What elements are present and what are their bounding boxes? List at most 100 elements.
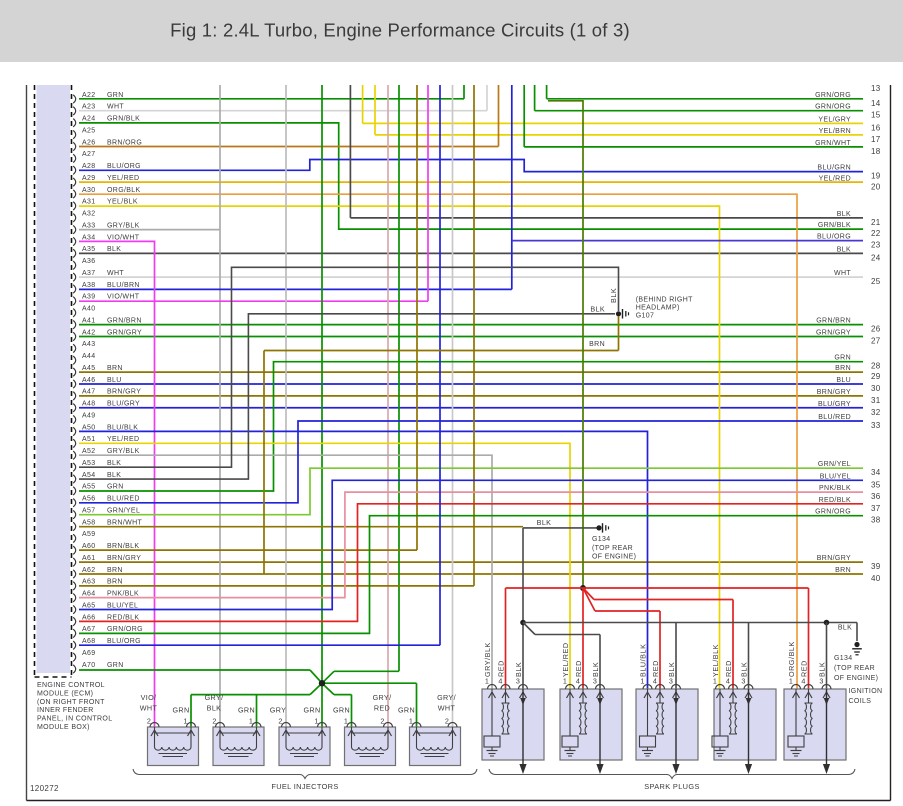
- svg-text:BRN/GRY: BRN/GRY: [107, 389, 141, 396]
- svg-text:32: 32: [871, 408, 881, 417]
- svg-text:HEADLAMP): HEADLAMP): [636, 305, 680, 312]
- svg-text:26: 26: [871, 325, 881, 334]
- svg-text:A48: A48: [82, 401, 96, 408]
- svg-text:BLK: BLK: [207, 704, 222, 713]
- svg-text:YEL/RED: YEL/RED: [107, 436, 139, 443]
- svg-text:21: 21: [871, 218, 881, 227]
- svg-text:YEL/BRN: YEL/BRN: [819, 128, 851, 135]
- svg-text:GRY/: GRY/: [437, 693, 456, 702]
- svg-text:GRN/BLK: GRN/BLK: [818, 222, 851, 229]
- svg-text:(TOP REAR: (TOP REAR: [592, 545, 633, 552]
- svg-text:GRN/ORG: GRN/ORG: [815, 104, 851, 111]
- svg-text:28: 28: [871, 362, 881, 371]
- svg-text:BLU/RED: BLU/RED: [107, 496, 140, 503]
- svg-text:33: 33: [871, 421, 881, 430]
- svg-text:A47: A47: [82, 389, 96, 396]
- svg-text:SPARK PLUGS: SPARK PLUGS: [644, 782, 699, 791]
- svg-text:4: 4: [653, 677, 657, 686]
- svg-text:GRN: GRN: [333, 706, 350, 715]
- svg-text:BLU/ORG: BLU/ORG: [107, 638, 141, 645]
- svg-text:GRN: GRN: [107, 662, 124, 669]
- svg-text:GRN: GRN: [107, 484, 124, 491]
- svg-text:BLU/YEL: BLU/YEL: [107, 602, 138, 609]
- svg-text:BLK: BLK: [107, 472, 121, 479]
- svg-text:WHT: WHT: [107, 270, 124, 277]
- svg-text:A26: A26: [82, 139, 96, 146]
- svg-text:VIO/: VIO/: [141, 693, 157, 702]
- svg-text:IGNITION: IGNITION: [849, 688, 883, 695]
- svg-text:GRN/YEL: GRN/YEL: [107, 507, 140, 514]
- svg-text:18: 18: [871, 147, 881, 156]
- svg-text:2: 2: [445, 717, 449, 726]
- svg-text:A46: A46: [82, 377, 96, 384]
- svg-text:A40: A40: [82, 306, 96, 313]
- svg-text:BRN: BRN: [589, 341, 605, 348]
- svg-text:22: 22: [871, 229, 881, 238]
- svg-text:17: 17: [871, 135, 881, 144]
- svg-text:RED: RED: [651, 660, 660, 677]
- svg-text:3: 3: [593, 677, 597, 686]
- svg-text:A60: A60: [82, 543, 96, 550]
- svg-text:A49: A49: [82, 412, 96, 419]
- svg-text:Fig 1: 2.4L Turbo, Engine Perf: Fig 1: 2.4L Turbo, Engine Performance Ci…: [170, 20, 630, 41]
- svg-text:1: 1: [344, 717, 348, 726]
- svg-text:A35: A35: [82, 246, 96, 253]
- svg-text:GRY: GRY: [270, 706, 287, 715]
- svg-text:GRY/BLK: GRY/BLK: [483, 642, 492, 677]
- svg-text:A50: A50: [82, 424, 96, 431]
- svg-text:BRN/GRY: BRN/GRY: [817, 555, 851, 562]
- svg-text:1: 1: [640, 677, 644, 686]
- svg-text:BRN: BRN: [835, 567, 851, 574]
- svg-text:A23: A23: [82, 104, 96, 111]
- svg-text:1: 1: [249, 717, 253, 726]
- svg-text:GRY/BLK: GRY/BLK: [107, 222, 140, 229]
- svg-text:2: 2: [380, 717, 384, 726]
- svg-text:BLU/ORG: BLU/ORG: [107, 163, 141, 170]
- svg-text:1: 1: [485, 677, 489, 686]
- svg-text:G134: G134: [834, 655, 853, 662]
- svg-text:A28: A28: [82, 163, 96, 170]
- svg-text:A56: A56: [82, 496, 96, 503]
- svg-text:GRN/YEL: GRN/YEL: [818, 461, 851, 468]
- svg-text:GRN: GRN: [303, 706, 320, 715]
- svg-text:GRN/ORG: GRN/ORG: [107, 626, 143, 633]
- svg-text:A42: A42: [82, 329, 96, 336]
- svg-text:GRN: GRN: [107, 92, 124, 99]
- svg-text:WHT: WHT: [107, 104, 124, 111]
- svg-text:COILS: COILS: [849, 698, 872, 705]
- svg-text:BLK: BLK: [591, 662, 600, 677]
- svg-text:PNK/BLK: PNK/BLK: [107, 591, 139, 598]
- svg-text:BLU: BLU: [107, 377, 122, 384]
- svg-text:GRN: GRN: [398, 706, 415, 715]
- svg-text:(TOP REAR: (TOP REAR: [834, 665, 875, 672]
- svg-text:GRN/BLK: GRN/BLK: [107, 116, 140, 123]
- svg-text:3: 3: [741, 677, 745, 686]
- svg-text:A59: A59: [82, 531, 96, 538]
- svg-text:4: 4: [498, 677, 502, 686]
- svg-text:BRN/WHT: BRN/WHT: [107, 519, 142, 526]
- svg-text:GRN/BRN: GRN/BRN: [107, 317, 142, 324]
- svg-text:A62: A62: [82, 567, 96, 574]
- svg-text:YEL/RED: YEL/RED: [561, 642, 570, 677]
- svg-text:ENGINE CONTROL: ENGINE CONTROL: [37, 682, 105, 689]
- svg-text:A36: A36: [82, 258, 96, 265]
- svg-text:BLU/BLK: BLU/BLK: [107, 424, 138, 431]
- svg-text:MODULE BOX): MODULE BOX): [37, 724, 90, 731]
- svg-text:RED: RED: [800, 660, 809, 677]
- svg-text:39: 39: [871, 562, 881, 571]
- svg-text:BLK: BLK: [837, 246, 851, 253]
- svg-text:15: 15: [871, 111, 881, 120]
- svg-text:1: 1: [409, 717, 413, 726]
- svg-text:A68: A68: [82, 638, 96, 645]
- svg-text:BLK: BLK: [107, 246, 121, 253]
- svg-text:GRN: GRN: [172, 706, 189, 715]
- svg-text:3: 3: [516, 677, 520, 686]
- svg-text:1: 1: [563, 677, 567, 686]
- svg-text:A29: A29: [82, 175, 96, 182]
- svg-text:G107: G107: [636, 313, 655, 320]
- svg-text:A39: A39: [82, 294, 96, 301]
- svg-text:YEL/BLK: YEL/BLK: [711, 644, 720, 677]
- svg-text:38: 38: [871, 516, 881, 525]
- svg-text:27: 27: [871, 337, 881, 346]
- svg-text:INNER FENDER: INNER FENDER: [37, 707, 94, 714]
